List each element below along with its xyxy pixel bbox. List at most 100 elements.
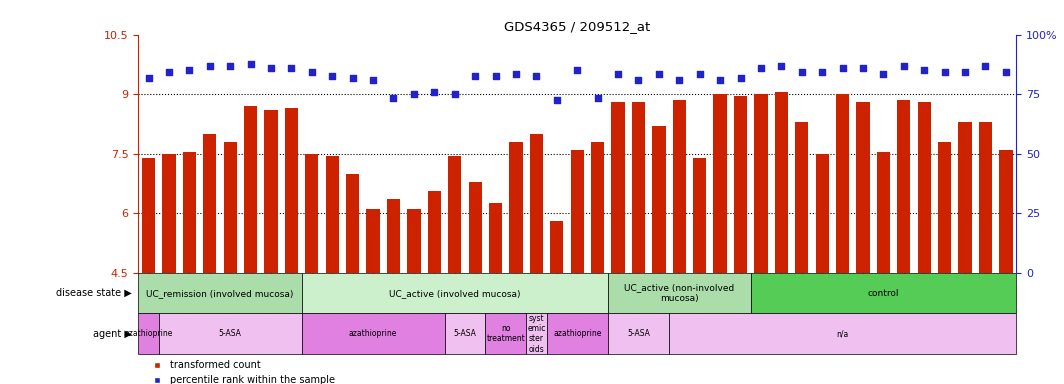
Point xyxy=(508,71,525,77)
Bar xyxy=(510,142,522,273)
Point xyxy=(692,71,709,77)
Text: azathioprine: azathioprine xyxy=(349,329,397,338)
Bar xyxy=(468,182,482,273)
Text: agent ▶: agent ▶ xyxy=(94,329,132,339)
Bar xyxy=(301,273,608,313)
Bar xyxy=(754,94,767,273)
Point xyxy=(670,77,687,83)
Bar xyxy=(979,122,992,273)
Point xyxy=(548,97,565,103)
Bar xyxy=(142,158,155,273)
Bar xyxy=(672,100,686,273)
Point xyxy=(405,91,422,97)
Point xyxy=(977,63,994,70)
Bar xyxy=(305,154,318,273)
Point xyxy=(365,77,382,83)
Bar xyxy=(608,313,669,354)
Text: 5-ASA: 5-ASA xyxy=(453,329,477,338)
Bar xyxy=(857,102,869,273)
Bar xyxy=(836,94,849,273)
Point xyxy=(916,67,933,73)
Bar xyxy=(714,94,727,273)
Bar xyxy=(264,110,278,273)
Point xyxy=(752,65,769,71)
Bar xyxy=(550,221,564,273)
Bar xyxy=(163,154,176,273)
Bar xyxy=(917,102,931,273)
Bar xyxy=(570,150,584,273)
Point xyxy=(814,69,831,75)
Bar xyxy=(138,313,159,354)
Bar xyxy=(877,152,891,273)
Text: 5-ASA: 5-ASA xyxy=(219,329,242,338)
Legend: transformed count, percentile rank within the sample: transformed count, percentile rank withi… xyxy=(144,356,339,384)
Point xyxy=(732,75,749,81)
Point xyxy=(161,69,178,75)
Bar xyxy=(448,156,462,273)
Bar xyxy=(591,142,604,273)
Point xyxy=(630,77,647,83)
Bar xyxy=(244,106,257,273)
Point xyxy=(589,95,606,101)
Text: 5-ASA: 5-ASA xyxy=(627,329,650,338)
Point xyxy=(140,75,157,81)
Point xyxy=(610,71,627,77)
Point xyxy=(650,71,667,77)
Bar xyxy=(387,199,400,273)
Text: no
treatment: no treatment xyxy=(486,324,526,343)
Bar xyxy=(652,126,665,273)
Point xyxy=(303,69,320,75)
Bar xyxy=(366,209,380,273)
Point xyxy=(446,91,463,97)
Point xyxy=(772,63,789,70)
Bar xyxy=(285,108,298,273)
Point xyxy=(895,63,912,70)
Bar xyxy=(326,156,339,273)
Bar xyxy=(203,134,216,273)
Point xyxy=(875,71,892,77)
Point xyxy=(201,63,218,70)
Bar xyxy=(547,313,608,354)
Bar xyxy=(775,92,788,273)
Point xyxy=(794,69,811,75)
Bar xyxy=(408,209,420,273)
Point xyxy=(426,89,443,95)
Bar xyxy=(897,100,911,273)
Bar xyxy=(530,134,543,273)
Point xyxy=(467,73,484,79)
Text: syst
emic
ster
oids: syst emic ster oids xyxy=(527,314,546,354)
Bar xyxy=(734,96,747,273)
Bar xyxy=(938,142,951,273)
Bar xyxy=(159,313,301,354)
Point xyxy=(997,69,1014,75)
Point xyxy=(487,73,504,79)
Bar xyxy=(489,204,502,273)
Bar xyxy=(751,273,1016,313)
Text: azathioprine: azathioprine xyxy=(553,329,601,338)
Point xyxy=(834,65,851,71)
Point xyxy=(181,67,198,73)
Point xyxy=(243,61,260,68)
Bar xyxy=(999,150,1013,273)
Bar xyxy=(669,313,1016,354)
Text: control: control xyxy=(867,289,899,298)
Text: UC_active (involved mucosa): UC_active (involved mucosa) xyxy=(389,289,520,298)
Bar xyxy=(223,142,237,273)
Text: disease state ▶: disease state ▶ xyxy=(56,288,132,298)
Bar xyxy=(428,192,440,273)
Bar xyxy=(959,122,971,273)
Point xyxy=(568,67,585,73)
Bar xyxy=(183,152,196,273)
Bar xyxy=(815,154,829,273)
Point xyxy=(712,77,729,83)
Point xyxy=(385,95,402,101)
Text: n/a: n/a xyxy=(836,329,849,338)
Title: GDS4365 / 209512_at: GDS4365 / 209512_at xyxy=(504,20,650,33)
Point xyxy=(854,65,871,71)
Bar xyxy=(485,313,527,354)
Bar xyxy=(138,273,301,313)
Point xyxy=(936,69,953,75)
Bar xyxy=(346,174,360,273)
Bar xyxy=(632,102,645,273)
Bar xyxy=(693,158,706,273)
